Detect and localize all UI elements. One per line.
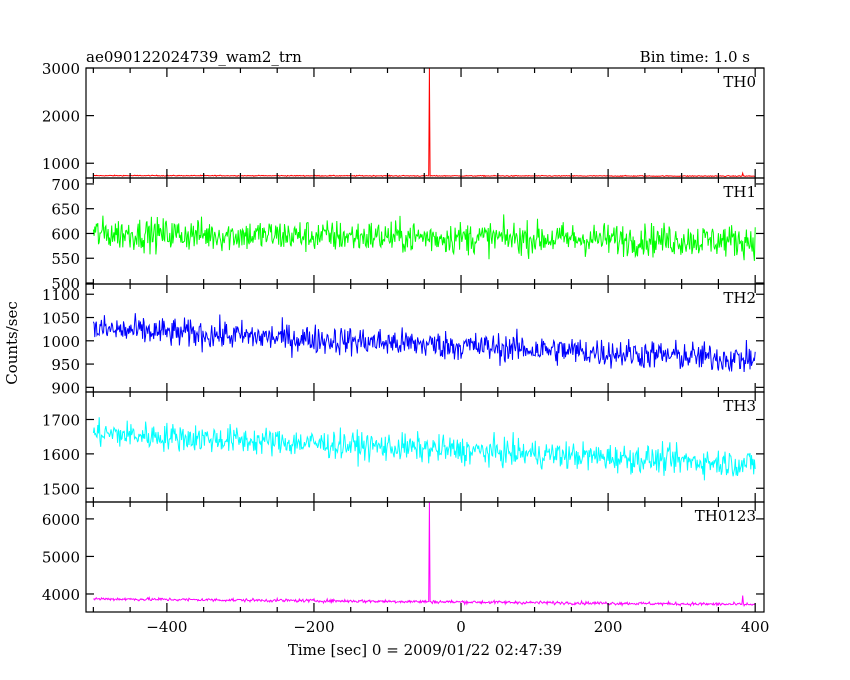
y-tick-label: 5000 [42,548,80,566]
panel-th0123: 4000 5000 6000 −400 −200 0 200 400 TH0123 [42,501,770,636]
y-tick-label: 1600 [42,446,80,464]
series-line-th2 [92,313,756,373]
x-tick-label: 400 [741,618,770,636]
panel-th2: 900 950 1000 1050 1100 TH2 [42,283,765,397]
y-tick-label: 4000 [42,586,80,604]
series-line-th1 [92,214,756,261]
x-axis-label: Time [sec] 0 = 2009/01/22 02:47:39 [288,641,562,659]
y-tick-label: 3000 [42,60,80,78]
bin-time-label: Bin time: 1.0 s [640,48,750,66]
panel-frame [85,283,765,393]
y-axis-label: Counts/sec [3,301,21,385]
y-tick-label: 950 [51,356,80,374]
x-tick-label: −200 [293,618,334,636]
panel-th3: 1500 1600 1700 TH3 [42,391,765,503]
y-tick-label: 500 [51,275,80,293]
y-tick-label: 2000 [42,108,80,126]
panel-frame [85,501,765,613]
x-tick-label: 200 [594,618,623,636]
series-label-th3: TH3 [723,397,756,415]
y-tick-label: 700 [51,176,80,194]
y-tick-label: 1050 [42,310,80,328]
series-label-th0: TH0 [723,73,756,91]
series-line-th0123 [93,502,756,608]
y-tick-label: 1000 [42,155,80,173]
y-tick-label: 6000 [42,511,80,529]
y-tick-label: 1000 [42,333,80,351]
y-tick-label: 1500 [42,480,80,498]
y-tick-label: 900 [51,379,80,397]
series-line-th3 [92,417,756,481]
series-label-th1: TH1 [723,183,756,201]
chart-title: ae090122024739_wam2_trn [86,48,302,66]
y-tick-label: 1700 [42,412,80,430]
series-label-th2: TH2 [723,289,756,307]
panel-th1: 500 550 600 650 700 TH1 [51,176,765,293]
y-tick-label: 1100 [42,286,80,304]
series-label-th0123: TH0123 [695,507,756,525]
panel-th0: 1000 2000 3000 TH0 [42,60,765,179]
y-tick-label: 600 [51,225,80,243]
panel-frame [85,67,765,179]
y-tick-label: 550 [51,250,80,268]
x-tick-label: 0 [456,618,466,636]
x-tick-label: −400 [146,618,187,636]
series-line-th0 [93,68,756,178]
y-tick-label: 650 [51,201,80,219]
